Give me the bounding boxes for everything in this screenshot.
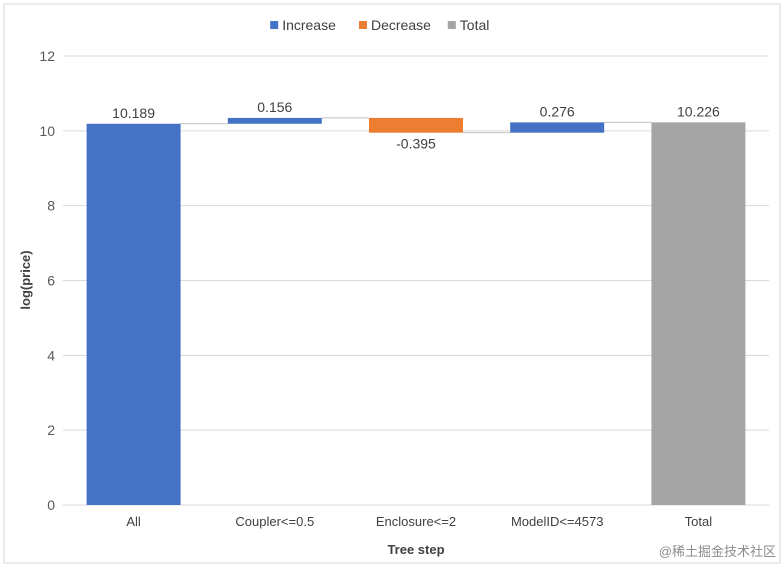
x-tick-label: All xyxy=(126,514,141,529)
legend-label-increase: Increase xyxy=(282,17,336,33)
bars xyxy=(86,117,746,505)
y-tick-label: 8 xyxy=(47,198,55,214)
x-axis-ticks: All Coupler<=0.5 Enclosure<=2 ModelID<=4573… xyxy=(126,514,712,529)
x-tick-label: Total xyxy=(685,514,713,529)
data-label: 0.156 xyxy=(257,99,292,115)
x-axis-title: Tree step xyxy=(387,542,444,557)
bar-increase xyxy=(510,122,605,133)
y-axis-ticks: 0 2 4 6 8 10 12 xyxy=(39,48,55,513)
bar-decrease xyxy=(369,117,463,133)
connectors xyxy=(180,117,652,134)
y-tick-label: 6 xyxy=(47,273,55,289)
data-labels: 10.189 0.156 -0.395 0.276 10.226 xyxy=(112,99,720,152)
legend-label-total: Total xyxy=(460,17,490,33)
y-axis-title: log(price) xyxy=(18,250,33,309)
watermark-text: @稀土掘金技术社区 xyxy=(659,544,776,559)
data-label: -0.395 xyxy=(396,136,436,152)
data-label: 0.276 xyxy=(540,103,575,119)
x-tick-label: Enclosure<=2 xyxy=(376,514,456,529)
y-tick-label: 4 xyxy=(47,347,55,363)
gridlines xyxy=(63,55,769,506)
data-label: 10.226 xyxy=(677,103,720,119)
y-tick-label: 2 xyxy=(47,422,55,438)
legend-swatch-increase xyxy=(270,21,279,29)
bar-total xyxy=(651,122,746,505)
x-tick-label: Coupler<=0.5 xyxy=(235,514,314,529)
legend-label-decrease: Decrease xyxy=(371,17,431,33)
x-tick-label: ModelID<=4573 xyxy=(511,514,604,529)
y-tick-label: 12 xyxy=(39,48,55,64)
bar-increase xyxy=(227,117,322,124)
y-tick-label: 0 xyxy=(47,497,55,513)
legend: Increase Decrease Total xyxy=(270,17,489,33)
y-tick-label: 10 xyxy=(39,123,55,139)
legend-swatch-total xyxy=(447,21,456,29)
legend-swatch-decrease xyxy=(359,21,367,29)
data-label: 10.189 xyxy=(112,105,155,121)
bar-total xyxy=(86,123,181,505)
